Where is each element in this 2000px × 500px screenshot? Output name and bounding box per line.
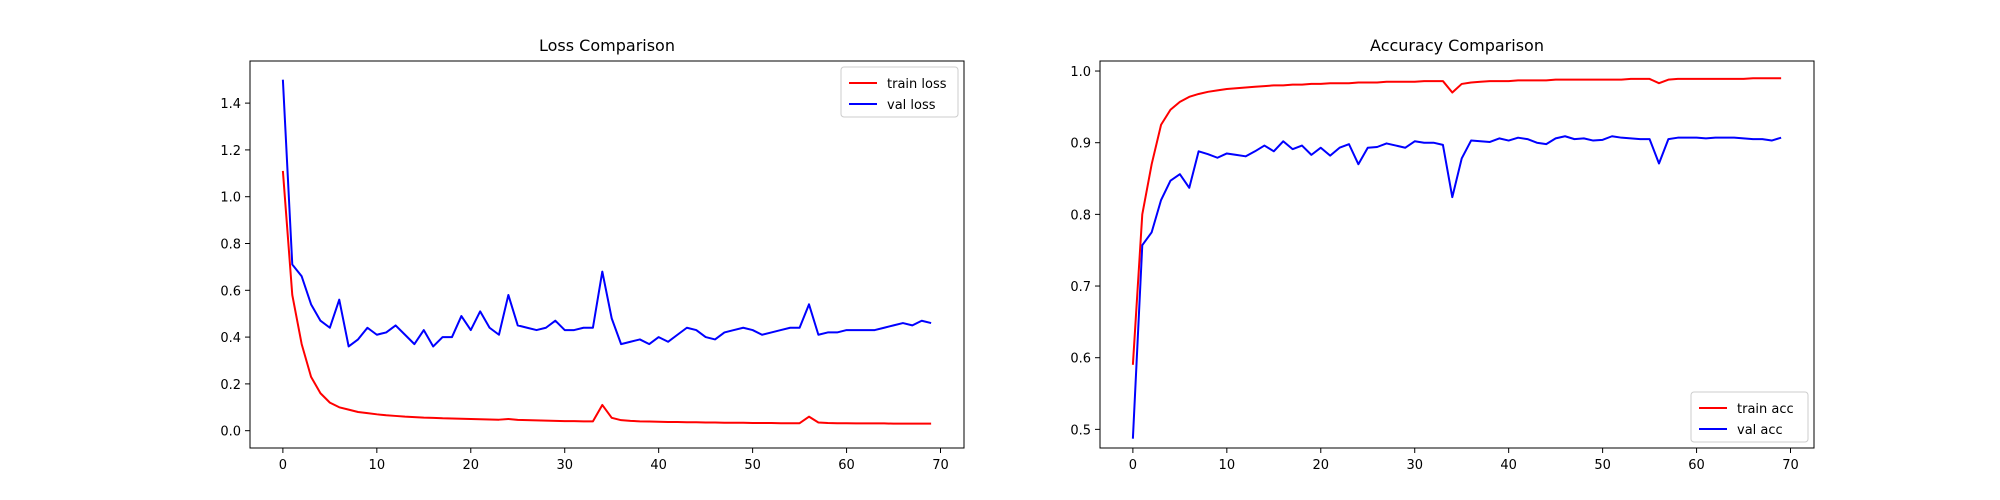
y-tick-label: 0.8 <box>220 238 241 253</box>
x-tick-label: 40 <box>1500 458 1517 473</box>
series-line-train-acc <box>1131 77 1782 365</box>
legend: train loss val loss <box>840 66 959 118</box>
x-tick-label: 60 <box>1688 458 1705 473</box>
chart-title: Accuracy Comparison <box>1370 36 1544 55</box>
y-tick-label: 0.4 <box>220 331 241 346</box>
y-tick-label: 0.8 <box>1070 208 1091 223</box>
x-tick-label: 40 <box>650 458 667 473</box>
y-tick-label: 0.6 <box>220 284 241 299</box>
y-tick-label: 1.2 <box>220 144 241 159</box>
plot-frame <box>249 60 965 449</box>
legend-label: train loss <box>887 77 947 92</box>
x-tick-label: 70 <box>932 458 949 473</box>
y-tick-label: 0.5 <box>1070 423 1091 438</box>
x-tick-label: 10 <box>369 458 386 473</box>
legend-label: val acc <box>1737 423 1783 438</box>
legend-label: val loss <box>887 98 936 113</box>
y-tick-label: 0.0 <box>220 425 241 440</box>
x-tick-label: 60 <box>838 458 855 473</box>
x-tick-label: 50 <box>1594 458 1611 473</box>
y-tick-label: 0.2 <box>220 378 241 393</box>
series-line-train-loss <box>281 170 932 425</box>
loss-comparison-chart: Loss Comparison 0 10 20 30 40 50 60 70 0.0 0.2 0.4 0… <box>220 36 965 473</box>
legend-label: train acc <box>1737 402 1794 417</box>
x-tick-label: 50 <box>744 458 761 473</box>
x-tick-label: 20 <box>463 458 480 473</box>
y-tick-label: 1.0 <box>220 191 241 206</box>
y-tick-label: 1.4 <box>220 97 241 112</box>
x-tick-label: 10 <box>1219 458 1236 473</box>
x-tick-label: 30 <box>556 458 573 473</box>
y-tick-label: 1.0 <box>1070 65 1091 80</box>
x-tick-label: 0 <box>1129 458 1137 473</box>
x-tick-label: 70 <box>1782 458 1799 473</box>
legend: train acc val acc <box>1690 391 1809 443</box>
x-tick-label: 0 <box>279 458 287 473</box>
series-line-val-loss <box>281 79 932 348</box>
chart-title: Loss Comparison <box>539 36 675 55</box>
plot-frame <box>1099 60 1815 449</box>
y-tick-label: 0.6 <box>1070 352 1091 367</box>
x-tick-label: 30 <box>1406 458 1423 473</box>
y-tick-label: 0.7 <box>1070 280 1091 295</box>
series-line-val-acc <box>1131 135 1782 439</box>
x-tick-label: 20 <box>1313 458 1330 473</box>
accuracy-comparison-chart: Accuracy Comparison 0 10 20 30 40 50 60 70 0.5 0.6… <box>1070 36 1815 473</box>
y-tick-label: 0.9 <box>1070 137 1091 152</box>
